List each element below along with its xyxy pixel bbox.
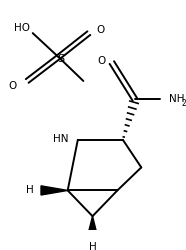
Text: O: O (9, 80, 17, 90)
Text: O: O (97, 56, 105, 66)
Text: H: H (89, 242, 96, 250)
Text: 2: 2 (182, 98, 186, 108)
Polygon shape (41, 186, 68, 195)
Text: NH: NH (169, 94, 184, 104)
Text: S: S (57, 54, 64, 64)
Text: HO: HO (14, 22, 30, 32)
Text: H: H (26, 186, 34, 196)
Polygon shape (88, 216, 97, 234)
Text: O: O (96, 25, 105, 35)
Text: HN: HN (53, 134, 69, 144)
